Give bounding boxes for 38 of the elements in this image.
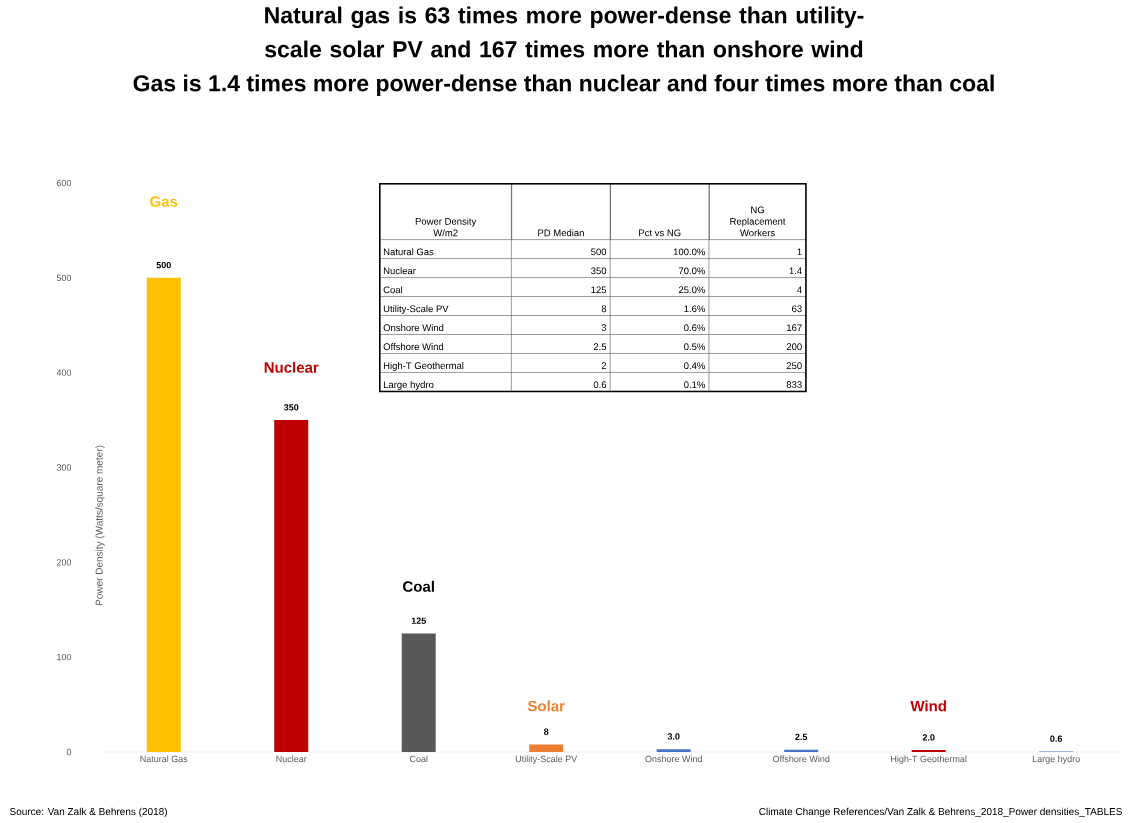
text: Climate Change References/Van Zalk & Behrens_2018_Power densities_TABLES (759, 807, 1122, 818)
data-label: 125 (411, 617, 426, 624)
data-label: 500 (156, 261, 171, 269)
data-label: 350 (283, 404, 299, 411)
annotation: Coal (403, 580, 434, 592)
bar (529, 744, 564, 752)
source-note: Source: Van Zalk & Behrens (2018) (9, 807, 167, 818)
y-tick-label: 400 (56, 369, 72, 376)
y-tick-label: 500 (56, 274, 72, 282)
data-label: 0.6 (1050, 735, 1063, 742)
x-tick-label: Large hydro (1032, 755, 1080, 764)
annotation: Wind (910, 700, 946, 712)
annotation: Nuclear (264, 361, 319, 373)
x-tick-label: High-T Geothermal (891, 755, 967, 764)
bar (146, 277, 181, 752)
data-label: 8 (543, 728, 549, 735)
x-tick-label: Coal (409, 755, 428, 763)
x-tick-label: Utility-Scale PV (515, 755, 578, 764)
annotation: Solar (527, 700, 565, 712)
bar (401, 633, 436, 752)
bar (656, 749, 691, 752)
x-tick-label: Natural Gas (140, 755, 188, 763)
y-tick-label: 600 (56, 179, 72, 187)
x-tick-label: Onshore Wind (645, 755, 702, 763)
chart-title: Natural gas is 63 times more power-dense than utility-scale solar PV and 167 times more than onshore wind (265, 6, 864, 58)
y-axis-title: Power Density (Watts/square meter) (95, 445, 105, 606)
y-tick-label: 0 (66, 748, 72, 756)
annotation: Gas (150, 196, 178, 207)
x-tick-label: Offshore Wind (772, 755, 830, 763)
y-tick-label: 200 (56, 559, 72, 566)
bar (274, 420, 309, 752)
y-tick-label: 100 (57, 653, 72, 661)
data-label: 2.0 (922, 734, 935, 741)
chart-subtitle: Gas is 1.4 times more power-dense than nuclear and four times more than coal (133, 74, 994, 96)
x-tick-label: Nuclear (276, 755, 307, 763)
data-label: 3.0 (667, 733, 680, 740)
y-tick-label: 300 (56, 464, 72, 471)
data-label: 2.5 (795, 733, 808, 741)
